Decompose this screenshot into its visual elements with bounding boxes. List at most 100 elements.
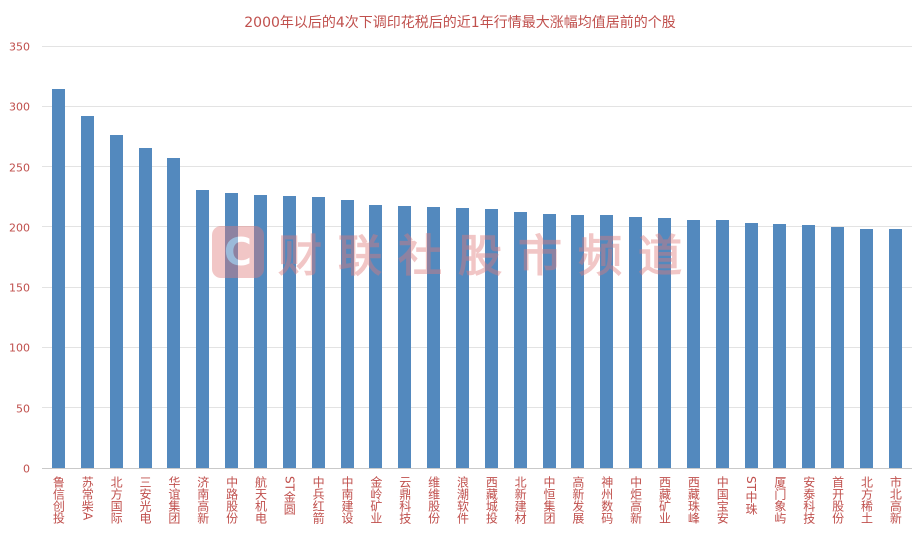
bar [542,214,556,468]
x-axis-label: 中国宝安 [715,476,730,524]
x-label-cell: 西藏珠峰 [679,472,708,546]
x-label-cell: 中南建设 [333,472,362,546]
x-label-cell: 济南高新 [188,472,217,546]
bar [51,89,65,468]
bar [888,228,902,468]
bar-column [448,47,477,468]
bar [571,215,585,468]
x-label-cell: 航天机电 [246,472,275,546]
x-label-cell: 北新建材 [506,472,535,546]
x-axis-label: 济南高新 [195,476,210,524]
bar [484,209,498,468]
bar-column [419,47,448,468]
bar-column [73,47,102,468]
bar [715,220,729,468]
gridline [42,166,912,168]
bar-column [563,47,592,468]
x-axis: 鲁信创投 苏常柴A 北方国际 三安光电 华谊集团 济南高新 中路股份 航天机电 ST金圆 中兵红箭… [42,472,912,546]
x-axis-label: 北方稀土 [859,476,874,524]
x-label-cell: 云鼎科技 [390,472,419,546]
x-label-cell: 神州数码 [592,472,621,546]
bar [311,197,325,468]
x-label-cell: 中兵红箭 [304,472,333,546]
bar-column [794,47,823,468]
bar-column [737,47,766,468]
bar-column [275,47,304,468]
x-axis-label: 神州数码 [599,476,614,524]
x-axis-label: 高新发展 [570,476,585,524]
bar [455,208,469,468]
bar-column [679,47,708,468]
x-label-cell: 华谊集团 [159,472,188,546]
bar [802,225,816,468]
bar-column [333,47,362,468]
bar-column [131,47,160,468]
bar [196,190,210,468]
x-axis-label: ST金圆 [282,476,297,515]
x-label-cell: 浪潮软件 [448,472,477,546]
y-axis-tick-label: 200 [9,221,30,235]
x-label-cell: ST中珠 [737,472,766,546]
x-axis-label: 苏常柴A [80,476,95,521]
bar [629,216,643,468]
bar [138,148,152,468]
x-label-cell: 首开股份 [823,472,852,546]
bar-series [42,47,912,468]
plot-area [42,46,912,469]
bar-column [159,47,188,468]
x-axis-label: 浪潮软件 [455,476,470,524]
x-axis-label: ST中珠 [744,476,759,515]
x-label-cell: 中炬高新 [621,472,650,546]
bar [657,217,671,468]
x-axis-label: 西藏城投 [484,476,499,524]
chart-title: 2000年以后的4次下调印花税后的近1年行情最大涨幅均值居前的个股 [244,15,676,31]
x-label-cell: 三安光电 [131,472,160,546]
x-axis-label: 中路股份 [224,476,239,524]
bar [225,192,239,468]
bar-column [390,47,419,468]
bar [282,196,296,468]
bar [831,227,845,468]
gridline [42,346,912,348]
x-label-cell: 高新发展 [563,472,592,546]
bar-column [592,47,621,468]
bar-column [506,47,535,468]
x-label-cell: 中路股份 [217,472,246,546]
bar [513,211,527,468]
bar [744,222,758,468]
bar-column [361,47,390,468]
bar [167,157,181,468]
bar-column [852,47,881,468]
bar [109,134,123,468]
x-label-cell: 苏常柴A [73,472,102,546]
x-axis-label: 北新建材 [513,476,528,524]
y-axis-tick-label: 150 [9,281,30,295]
bar-column [477,47,506,468]
bar-column [44,47,73,468]
x-axis-label: 中炬高新 [628,476,643,524]
x-label-cell: 北方稀土 [852,472,881,546]
bar [398,205,412,468]
y-axis-tick-label: 0 [23,462,30,476]
y-axis-tick-label: 300 [9,100,30,114]
bar [253,194,267,468]
x-label-cell: ST金圆 [275,472,304,546]
bar-column [621,47,650,468]
x-axis-label: 厦门象屿 [772,476,787,524]
bar-column [650,47,679,468]
bar [773,223,787,468]
bar-column [765,47,794,468]
x-label-cell: 西藏城投 [477,472,506,546]
x-label-cell: 中国宝安 [708,472,737,546]
x-axis-label: 云鼎科技 [397,476,412,524]
x-axis-label: 维维股份 [426,476,441,524]
bar-column [304,47,333,468]
gridline [42,226,912,228]
bar [80,115,94,468]
bar [600,215,614,468]
x-label-cell: 北方国际 [102,472,131,546]
x-label-cell: 市北高新 [881,472,910,546]
x-axis-label: 中兵红箭 [311,476,326,524]
gridline [42,286,912,288]
x-label-cell: 厦门象屿 [765,472,794,546]
